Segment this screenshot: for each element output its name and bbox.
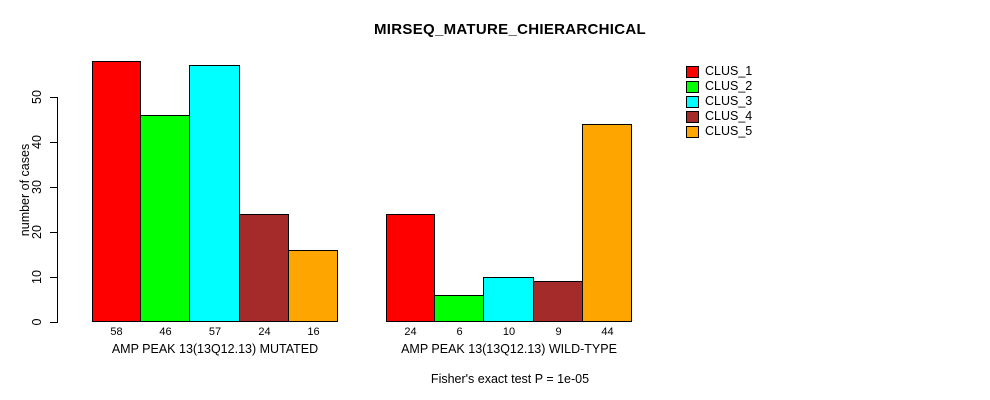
bar-clus-3 — [483, 277, 534, 322]
bar-value-label: 58 — [110, 326, 123, 338]
bar-value-label: 16 — [307, 326, 320, 338]
bar-value-label: 9 — [555, 326, 562, 338]
bar-value-label: 6 — [456, 326, 463, 338]
bar-value-label: 10 — [502, 326, 516, 338]
legend-item: CLUS_2 — [686, 79, 752, 94]
y-axis-line — [57, 97, 58, 323]
legend-swatch-clus-1 — [686, 65, 699, 78]
y-tick-label: 30 — [30, 180, 44, 194]
bar-value-label: 24 — [258, 326, 271, 338]
y-tick-mark — [50, 277, 57, 278]
y-tick-label: 40 — [30, 135, 44, 149]
legend-item-label: CLUS_1 — [705, 64, 753, 78]
legend-item: CLUS_4 — [686, 109, 752, 124]
legend: CLUS_1 CLUS_2 CLUS_3 CLUS_4 CLUS_5 — [686, 64, 752, 139]
y-tick-mark — [50, 322, 57, 323]
bar-clus-2 — [434, 295, 484, 322]
y-tick-mark — [50, 232, 57, 233]
bar-clus-1 — [386, 214, 435, 322]
legend-item: CLUS_1 — [686, 64, 752, 79]
legend-item-label: CLUS_2 — [705, 79, 753, 93]
legend-swatch-clus-3 — [686, 95, 699, 108]
legend-item-label: CLUS_4 — [705, 109, 753, 123]
legend-item-label: CLUS_5 — [705, 124, 753, 138]
group-label: AMP PEAK 13(13Q12.13) WILD-TYPE — [401, 342, 617, 356]
y-tick-mark — [50, 142, 57, 143]
bar-value-label: 46 — [159, 326, 172, 338]
bar-clus-2 — [140, 115, 190, 322]
bar-clus-5 — [582, 124, 632, 322]
legend-item: CLUS_5 — [686, 124, 752, 139]
bar-value-label: 44 — [601, 326, 614, 338]
legend-swatch-clus-5 — [686, 125, 699, 138]
bar-value-label: 57 — [208, 326, 222, 338]
legend-item: CLUS_3 — [686, 94, 752, 109]
bar-clus-4 — [239, 214, 289, 322]
bar-clus-5 — [288, 250, 338, 322]
group-label: AMP PEAK 13(13Q12.13) MUTATED — [111, 342, 319, 356]
y-tick-label: 50 — [30, 90, 44, 104]
bar-clus-4 — [533, 281, 583, 322]
y-tick-label: 0 — [30, 318, 44, 326]
legend-item-label: CLUS_3 — [705, 94, 753, 108]
bar-value-label: 24 — [404, 326, 417, 338]
y-tick-label: 10 — [30, 270, 44, 284]
fisher-test-caption: Fisher's exact test P = 1e-05 — [430, 372, 590, 386]
chart-title: MIRSEQ_MATURE_CHIERARCHICAL — [374, 21, 646, 38]
bar-clus-3 — [189, 65, 240, 322]
y-tick-label: 20 — [30, 225, 44, 239]
bar-clus-1 — [92, 61, 141, 322]
y-tick-mark — [50, 187, 57, 188]
y-tick-mark — [50, 97, 57, 98]
legend-swatch-clus-4 — [686, 110, 699, 123]
legend-swatch-clus-2 — [686, 80, 699, 93]
